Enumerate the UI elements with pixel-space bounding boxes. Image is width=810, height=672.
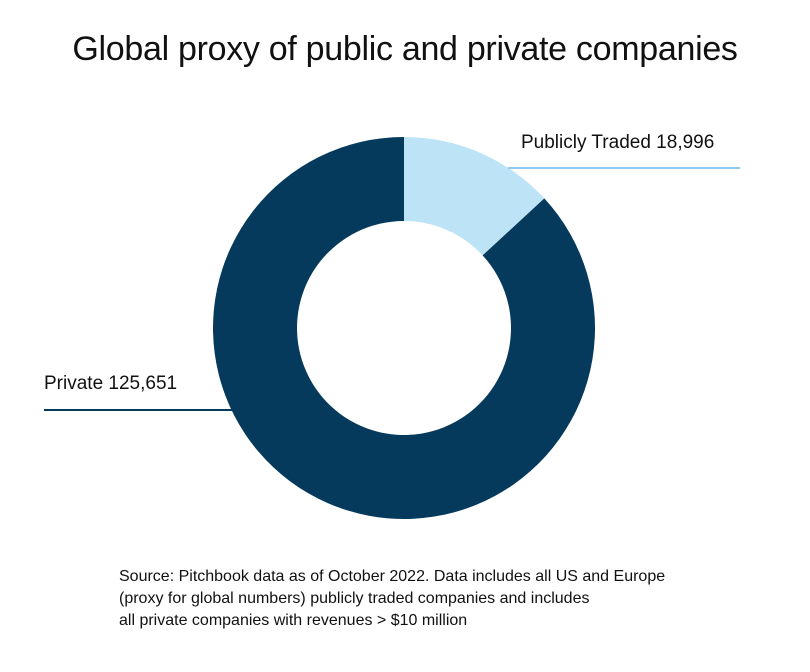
chart-title: Global proxy of public and private compa… [72,30,738,68]
source-note: Source: Pitchbook data as of October 202… [119,566,759,632]
slice-label-private: Private 125,651 [44,373,177,394]
source-line: all private companies with revenues > $1… [119,612,468,629]
slice-publicly-traded [404,137,545,256]
source-line: Source: Pitchbook data as of October 202… [119,568,666,585]
slice-private [213,137,596,519]
source-line: (proxy for global numbers) publicly trad… [119,590,590,607]
slice-label-publicly-traded: Publicly Traded 18,996 [521,132,714,153]
